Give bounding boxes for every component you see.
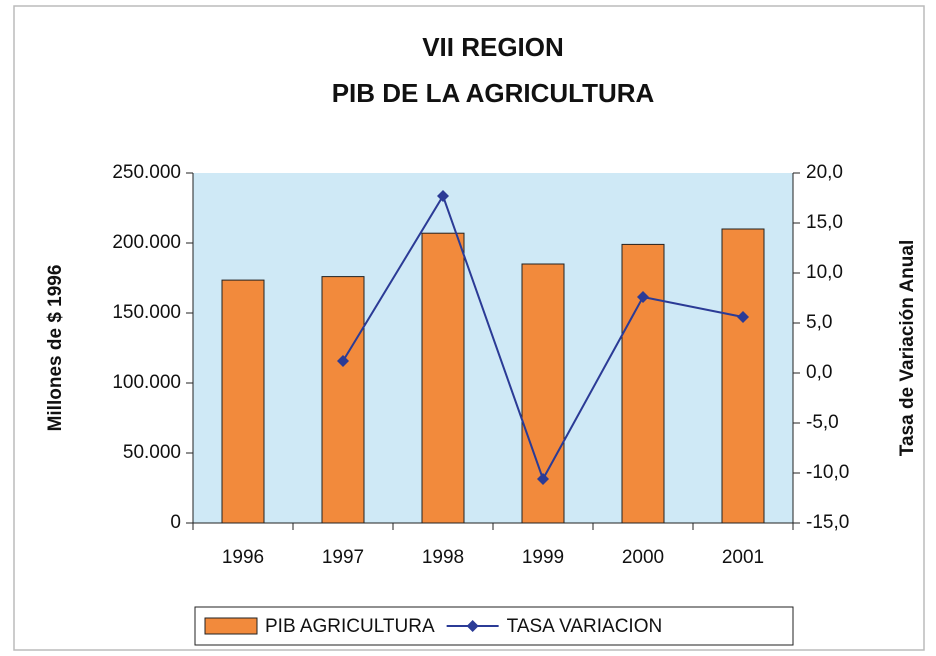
bar <box>221 279 265 524</box>
y2-tick-label: -5,0 <box>806 412 839 433</box>
chart-title: VII REGION <box>422 32 564 62</box>
legend-swatch <box>466 620 479 632</box>
bar <box>721 228 765 524</box>
x-tick-label: 1999 <box>522 547 564 568</box>
plot-area <box>193 173 793 523</box>
y2-tick-label: -15,0 <box>806 512 849 533</box>
y-axis-title: Millones de $ 1996 <box>45 265 66 432</box>
y-tick-label: 0 <box>170 512 181 533</box>
x-tick-label: 2000 <box>622 547 664 568</box>
y2-tick-label: 5,0 <box>806 312 832 333</box>
y-tick-label: 50.000 <box>123 442 181 463</box>
point <box>637 291 649 303</box>
bar <box>421 232 465 524</box>
bar <box>321 276 365 524</box>
y2-tick-label: 20,0 <box>806 162 843 183</box>
x-tick-label: 1997 <box>322 547 364 568</box>
x-tick-label: 2001 <box>722 547 764 568</box>
y-tick-label: 250.000 <box>112 162 181 183</box>
point <box>337 355 349 367</box>
point <box>537 473 549 485</box>
point <box>737 311 749 323</box>
legend-label: PIB AGRICULTURA <box>265 616 435 637</box>
y2-axis-title: Tasa de Variación Anual <box>897 240 918 456</box>
y2-tick-label: 0,0 <box>806 362 832 383</box>
y2-tick-label: -10,0 <box>806 462 849 483</box>
y-tick-label: 150.000 <box>112 302 181 323</box>
legend-swatch <box>204 617 258 635</box>
y2-tick-label: 15,0 <box>806 212 843 233</box>
x-tick-label: 1998 <box>422 547 464 568</box>
y-tick-label: 200.000 <box>112 232 181 253</box>
legend-label: TASA VARIACION <box>507 616 663 637</box>
y-tick-label: 100.000 <box>112 372 181 393</box>
y2-tick-label: 10,0 <box>806 262 843 283</box>
point <box>437 190 449 202</box>
bar <box>621 243 665 524</box>
chart-title: PIB DE LA AGRICULTURA <box>332 78 655 108</box>
x-tick-label: 1996 <box>222 547 264 568</box>
